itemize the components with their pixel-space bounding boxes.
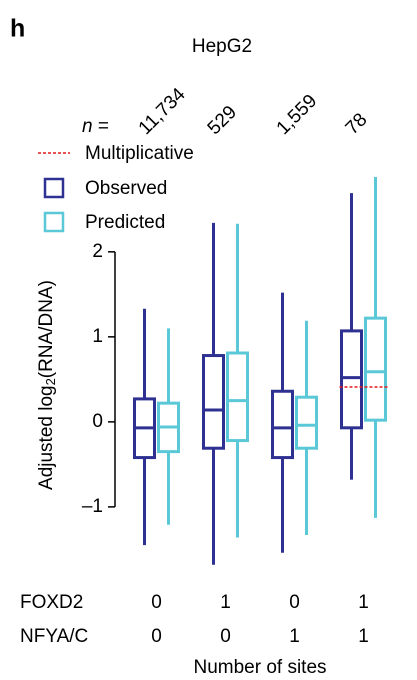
y-label-prefix: Adjusted log <box>36 385 57 490</box>
legend-label: Observed <box>85 178 167 199</box>
site-value: 0 <box>220 626 231 647</box>
box <box>340 329 363 430</box>
n-equals: = <box>98 116 109 137</box>
box <box>202 354 225 450</box>
y-tick-label: 0 <box>92 411 103 432</box>
count-label: 78 <box>342 109 372 139</box>
count-label: 1,559 <box>273 91 321 139</box>
y-label-suffix: (RNA/DNA) <box>36 280 57 378</box>
n-symbol: n <box>82 116 93 137</box>
box <box>364 316 387 422</box>
y-tick-label: –1 <box>82 496 103 517</box>
legend-label: Multiplicative <box>85 143 194 164</box>
site-value: 1 <box>358 626 369 647</box>
box <box>295 395 318 450</box>
box <box>226 351 249 443</box>
n-label: n = <box>82 116 109 137</box>
panel-label: h <box>10 15 25 43</box>
site-value: 0 <box>151 626 162 647</box>
chart-title: HepG2 <box>192 36 252 57</box>
legend-swatch <box>43 211 65 233</box>
row-label: NFYA/C <box>20 626 88 647</box>
y-tick-label: 1 <box>92 326 103 347</box>
site-value: 1 <box>358 592 369 613</box>
box <box>271 389 294 460</box>
site-value: 0 <box>289 592 300 613</box>
y-axis-label: Adjusted log2(RNA/DNA) <box>36 280 58 490</box>
row-label: FOXD2 <box>20 592 83 613</box>
legend-label: Predicted <box>85 212 165 233</box>
site-value: 0 <box>151 592 162 613</box>
x-axis-label: Number of sites <box>193 657 326 678</box>
y-tick-label: 2 <box>92 241 103 262</box>
legend-swatch <box>43 177 65 199</box>
site-value: 1 <box>220 592 231 613</box>
site-value: 1 <box>289 626 300 647</box>
count-label: 529 <box>204 102 241 139</box>
y-label-sub: 2 <box>43 378 58 385</box>
count-label: 11,734 <box>135 84 190 139</box>
